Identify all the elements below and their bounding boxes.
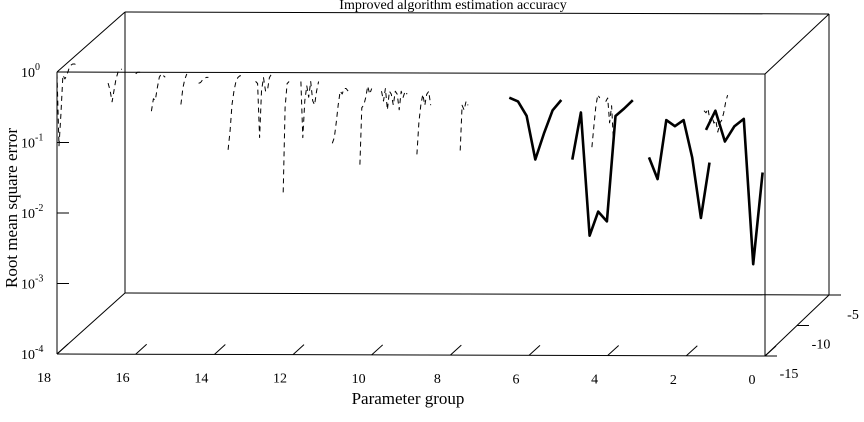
x-tick-mark [213,344,226,355]
series-line [704,109,764,266]
box-depth-bottom-left-edge [56,292,126,355]
x-tick-label: 18 [37,371,51,386]
series-line [381,88,408,111]
z-tick-label: -10 [812,338,831,353]
y-tick-label: 10-2 [21,203,43,222]
series-line [508,96,563,161]
series-line [255,73,274,138]
box-back-bottom-edge [124,292,830,296]
box-front-bottom-edge [56,353,766,357]
box-front-top-edge [56,71,766,75]
y-tick-label: 10-3 [21,274,43,293]
x-tick-mark [764,345,777,357]
series-dashed [56,63,729,193]
x-tick-mark [685,345,698,357]
x-tick-label: 6 [513,372,520,387]
box-depth-top-left-edge [56,11,126,73]
x-tick-label: 8 [434,372,441,387]
series-line [459,100,469,151]
series-line [359,85,373,165]
series-line [135,71,142,75]
series-line [591,94,601,148]
series-line [180,73,188,105]
series-line [282,81,290,193]
y-axis-label: Root mean square error [2,128,21,288]
series-line [227,75,242,150]
series-layer [56,63,764,266]
series-line [56,63,77,147]
box-back-top-edge [124,11,830,15]
series-line [150,73,166,112]
series-line [416,90,432,155]
series-line [647,118,711,220]
y-tick-label: 100 [21,62,40,81]
y-tick-label: 10-4 [21,344,43,363]
y-axis-ticks: 100 10-1 10-2 10-3 10-4 [21,62,69,363]
series-line [331,88,349,144]
chart-title: Improved algorithm estimation accuracy [339,0,566,13]
series-line [571,99,634,237]
x-tick-label: 0 [749,373,756,388]
x-axis-ticks: 18 16 14 12 10 8 6 4 2 0 [37,343,777,388]
x-tick-mark [56,343,69,355]
x-tick-label: 2 [670,373,677,388]
z-axis-ticks: -5 -10 -15 [765,294,859,382]
x-tick-mark [449,344,462,356]
z-tick-label: -5 [847,308,859,323]
x-axis-label: Parameter group [352,389,465,408]
series-line [605,97,615,145]
series-line [198,76,209,84]
x-tick-label: 12 [273,372,287,387]
series-line [703,94,729,133]
x-tick-mark [528,344,541,356]
x-tick-label: 14 [194,371,208,386]
x-tick-label: 4 [591,373,598,388]
x-tick-mark [292,344,305,356]
series-solid [508,96,764,266]
z-tick-label: -15 [780,367,799,382]
x-tick-label: 16 [116,371,130,386]
series-line [300,81,320,139]
y-tick-label: 10-1 [21,133,43,152]
x-tick-mark [135,343,148,355]
x-tick-mark [607,345,620,356]
x-tick-mark [371,344,384,356]
series-line [107,68,122,103]
x-tick-label: 10 [352,372,366,387]
box-depth-top-right-edge [764,13,830,75]
